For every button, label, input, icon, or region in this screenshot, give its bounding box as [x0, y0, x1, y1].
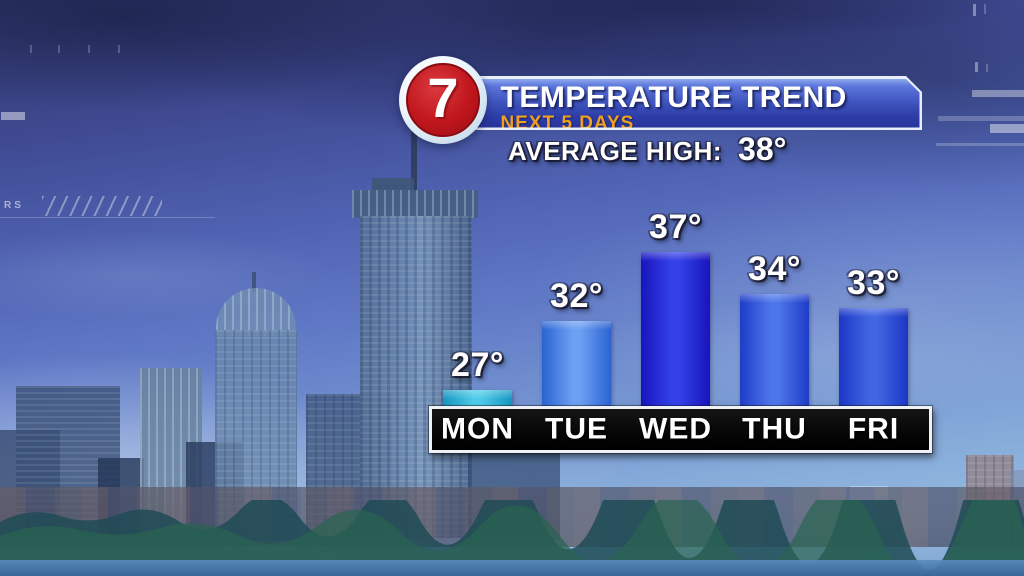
- temp-bar-mon: [443, 390, 512, 407]
- channel7-logo-disc: 7: [406, 63, 480, 137]
- dome-spire: [252, 272, 256, 292]
- hud-tick: [975, 62, 978, 72]
- tree-band: [0, 500, 1024, 576]
- hud-line: [990, 124, 1024, 133]
- chart-title: TEMPERATURE TREND: [500, 80, 847, 114]
- average-high-label: AVERAGE HIGH:: [508, 136, 723, 166]
- temp-value-tue: 32°: [550, 277, 603, 315]
- temp-bar-thu: [740, 294, 809, 407]
- temp-bar-wed: [641, 252, 710, 407]
- tower-crown: [352, 190, 478, 218]
- hud-line: [938, 116, 1024, 121]
- title-banner-inner: TEMPERATURE TREND NEXT 5 DAYS: [447, 79, 920, 128]
- hud-line: [0, 217, 215, 218]
- temp-bar-fri: [839, 308, 908, 407]
- hud-tick: [58, 45, 60, 53]
- hud-tag: RS: [4, 200, 24, 211]
- channel7-logo-number: 7: [427, 66, 459, 129]
- hud-line: [972, 90, 1024, 97]
- tower-crown-top: [372, 178, 414, 192]
- hud-tick: [984, 4, 986, 14]
- hud-line: [1, 112, 25, 120]
- antenna: [411, 130, 417, 192]
- average-high-value: 38°: [738, 131, 787, 167]
- channel7-logo: 7: [399, 56, 487, 144]
- hud-tick: [973, 4, 976, 16]
- prudential-tower: [360, 216, 472, 538]
- day-label-tue: TUE: [545, 411, 608, 445]
- temp-value-fri: 33°: [847, 264, 900, 302]
- river-water: [0, 560, 1024, 576]
- day-label-wed: WED: [639, 411, 712, 445]
- day-axis-strip: MON TUE WED THU FRI: [429, 406, 932, 453]
- temp-bar-tue: [542, 321, 611, 407]
- temp-value-thu: 34°: [748, 250, 801, 288]
- average-high-line: AVERAGE HIGH: 38°: [508, 131, 786, 168]
- hud-tick: [30, 45, 32, 53]
- temp-value-wed: 37°: [649, 208, 702, 246]
- day-label-thu: THU: [742, 411, 807, 445]
- day-label-fri: FRI: [847, 411, 900, 445]
- hud-tick: [986, 64, 988, 72]
- hud-tick: [88, 45, 90, 53]
- day-label-mon: MON: [441, 411, 514, 445]
- hud-tick: [118, 45, 120, 53]
- temp-value-mon: 27°: [451, 346, 504, 384]
- hud-hatch-marks: [42, 196, 162, 216]
- hud-line: [936, 143, 1024, 146]
- title-banner: TEMPERATURE TREND NEXT 5 DAYS: [444, 76, 922, 130]
